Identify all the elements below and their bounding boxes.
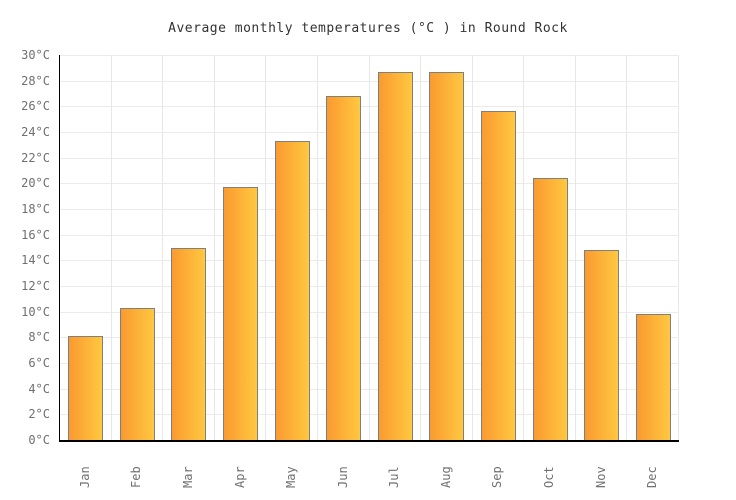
bar-may: [274, 140, 310, 440]
x-gridline: [265, 55, 267, 440]
x-tick-label-mar: Mar: [180, 466, 195, 488]
x-gridline: [574, 55, 576, 440]
y-gridline: [60, 286, 679, 287]
y-gridline: [60, 414, 679, 416]
y-gridline: [60, 106, 679, 108]
x-tick-label-may: May: [284, 466, 299, 488]
y-tick-label: 8°C: [28, 330, 50, 345]
bar-aug: [429, 71, 465, 440]
y-tick-label: 10°C: [21, 304, 50, 319]
y-tick-label: 18°C: [21, 202, 50, 216]
x-tick-label-oct: Oct: [542, 466, 557, 488]
x-tick-label-feb: Feb: [129, 466, 144, 488]
y-gridline: [60, 260, 679, 262]
x-gridline: [626, 55, 628, 440]
y-tick-label: 30°C: [21, 48, 50, 62]
x-gridline: [316, 55, 318, 440]
x-tick-label-jun: Jun: [335, 466, 350, 488]
bar-jan: [68, 336, 104, 440]
bar-oct: [532, 178, 568, 440]
x-tick-label-jan: Jan: [77, 466, 92, 488]
x-tick-label-sep: Sep: [490, 466, 505, 488]
y-gridline: [60, 209, 679, 210]
x-gridline: [110, 55, 112, 440]
y-tick-label: 4°C: [28, 381, 50, 396]
y-gridline: [60, 183, 679, 185]
bar-apr: [223, 187, 259, 440]
y-tick-label: 28°C: [21, 73, 50, 88]
y-tick-label: 0°C: [28, 433, 50, 447]
bar-nov: [584, 250, 620, 440]
x-tick-label-dec: Dec: [645, 466, 660, 488]
x-gridline: [213, 55, 215, 440]
y-tick-label: 12°C: [21, 279, 50, 293]
x-gridline: [368, 55, 370, 440]
y-tick-label: 6°C: [28, 356, 50, 370]
bar-dec: [635, 314, 671, 440]
y-gridline: [60, 363, 679, 364]
x-tick-label-nov: Nov: [593, 466, 608, 488]
y-tick-label: 2°C: [28, 407, 50, 422]
y-gridline: [60, 311, 679, 313]
x-tick-label-aug: Aug: [438, 466, 453, 488]
y-tick-label: 20°C: [21, 176, 50, 191]
y-tick-label: 16°C: [21, 227, 50, 242]
bar-mar: [171, 247, 207, 440]
y-tick-label: 26°C: [21, 99, 50, 114]
x-tick-label-apr: Apr: [232, 466, 247, 488]
bar-jul: [377, 71, 413, 440]
bar-jun: [326, 96, 362, 440]
x-gridline: [471, 55, 473, 440]
y-gridline: [60, 157, 679, 159]
y-gridline: [60, 388, 679, 390]
x-tick-label-jul: Jul: [387, 466, 402, 488]
x-gridline: [420, 55, 422, 440]
bar-sep: [480, 111, 516, 440]
y-gridline: [60, 337, 679, 339]
y-tick-label: 24°C: [21, 125, 50, 139]
y-gridline: [60, 80, 679, 82]
y-tick-label: 22°C: [21, 150, 50, 165]
x-gridline: [162, 55, 164, 440]
chart-title: Average monthly temperatures (°C ) in Ro…: [168, 21, 568, 36]
y-tick-label: 14°C: [21, 253, 50, 268]
y-gridline: [60, 55, 679, 56]
x-gridline: [678, 55, 679, 440]
plot-area: [59, 55, 679, 442]
y-gridline: [60, 234, 679, 236]
bar-feb: [119, 307, 155, 440]
y-gridline: [60, 132, 679, 133]
x-gridline: [523, 55, 525, 440]
